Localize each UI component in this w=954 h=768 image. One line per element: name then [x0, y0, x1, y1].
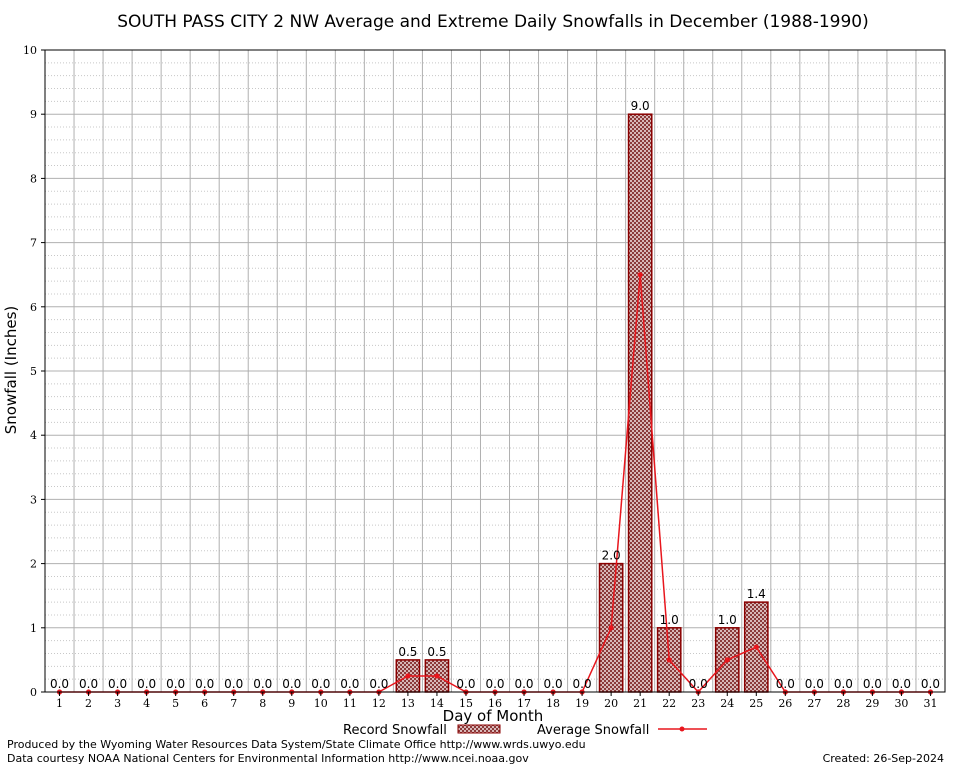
data-label-day-29: 0.0	[863, 677, 882, 691]
data-label-day-6: 0.0	[195, 677, 214, 691]
data-label-day-24: 1.0	[718, 613, 737, 627]
y-tick-label-4: 4	[30, 429, 37, 442]
bar-day-21	[627, 113, 653, 693]
data-label-day-22: 1.0	[660, 613, 679, 627]
average-point-day-22	[666, 657, 672, 663]
x-tick-label-9: 9	[288, 697, 295, 710]
x-tick-label-4: 4	[143, 697, 150, 710]
x-tick-label-16: 16	[488, 697, 502, 710]
x-tick-label-19: 19	[575, 697, 589, 710]
footer-credit-2: Data courtesy NOAA National Centers for …	[7, 752, 529, 765]
legend-average-label: Average Snowfall	[537, 723, 649, 738]
x-tick-label-13: 13	[401, 697, 415, 710]
chart-title: SOUTH PASS CITY 2 NW Average and Extreme…	[117, 12, 869, 32]
y-tick-label-2: 2	[30, 558, 37, 571]
average-point-day-13	[405, 673, 411, 679]
data-label-day-7: 0.0	[224, 677, 243, 691]
data-label-day-17: 0.0	[514, 677, 533, 691]
data-labels-group: 0.0 0.0 0.0 0.0 0.0 0.0 0.0 0.0 0.0 0.0 0.0 0.0 0.5 0…	[50, 99, 940, 691]
x-tick-label-2: 2	[85, 697, 92, 710]
data-label-day-5: 0.0	[166, 677, 185, 691]
data-label-day-1: 0.0	[50, 677, 69, 691]
y-axis-label: Snowfall (Inches)	[2, 306, 20, 434]
grid-lines	[44, 49, 946, 693]
average-point-day-25	[753, 644, 759, 650]
average-point-day-14	[434, 673, 440, 679]
x-tick-label-22: 22	[662, 697, 676, 710]
x-tick-label-29: 29	[865, 697, 879, 710]
data-label-day-28: 0.0	[834, 677, 853, 691]
average-point-day-20	[608, 625, 614, 631]
x-tick-label-31: 31	[923, 697, 937, 710]
x-tick-label-30: 30	[894, 697, 908, 710]
data-label-day-27: 0.0	[805, 677, 824, 691]
y-tick-label-1: 1	[30, 622, 37, 635]
legend-record-swatch	[457, 724, 501, 734]
data-label-day-21: 9.0	[631, 99, 650, 113]
data-label-day-10: 0.0	[311, 677, 330, 691]
x-tick-label-3: 3	[114, 697, 121, 710]
y-tick-label-10: 10	[23, 44, 37, 57]
y-tick-label-0: 0	[30, 686, 37, 699]
data-label-day-14: 0.5	[427, 645, 446, 659]
x-tick-label-20: 20	[604, 697, 618, 710]
footer-credit-1: Produced by the Wyoming Water Resources …	[7, 738, 586, 751]
x-tick-label-28: 28	[836, 697, 850, 710]
data-label-day-30: 0.0	[892, 677, 911, 691]
x-tick-label-21: 21	[633, 697, 647, 710]
data-label-day-26: 0.0	[776, 677, 795, 691]
x-tick-label-23: 23	[691, 697, 705, 710]
x-tick-label-1: 1	[56, 697, 63, 710]
x-tick-label-5: 5	[172, 697, 179, 710]
x-tick-label-25: 25	[749, 697, 763, 710]
bars-group	[395, 113, 769, 693]
data-label-day-2: 0.0	[79, 677, 98, 691]
average-line-group	[56, 272, 934, 695]
legend: Record Snowfall Average Snowfall	[343, 723, 707, 738]
y-tick-label-7: 7	[30, 237, 37, 250]
x-tick-label-8: 8	[259, 697, 266, 710]
y-tick-label-3: 3	[30, 493, 37, 506]
data-label-day-19: 0.0	[573, 677, 592, 691]
data-label-day-9: 0.0	[282, 677, 301, 691]
footer-created: Created: 26-Sep-2024	[822, 752, 944, 765]
legend-record-label: Record Snowfall	[343, 723, 447, 738]
y-tick-label-9: 9	[30, 108, 37, 121]
data-label-day-20: 2.0	[602, 549, 621, 563]
x-tick-label-11: 11	[343, 697, 357, 710]
x-tick-label-10: 10	[314, 697, 328, 710]
y-tick-label-6: 6	[30, 301, 37, 314]
x-tick-label-26: 26	[778, 697, 792, 710]
average-point-day-21	[637, 272, 643, 278]
data-label-day-8: 0.0	[253, 677, 272, 691]
data-label-day-31: 0.0	[921, 677, 940, 691]
x-tick-label-17: 17	[517, 697, 531, 710]
y-tick-label-8: 8	[30, 172, 37, 185]
data-label-day-18: 0.0	[544, 677, 563, 691]
data-label-day-3: 0.0	[108, 677, 127, 691]
x-tick-label-24: 24	[720, 697, 734, 710]
data-label-day-4: 0.0	[137, 677, 156, 691]
data-label-day-15: 0.0	[456, 677, 475, 691]
data-label-day-11: 0.0	[340, 677, 359, 691]
x-tick-label-14: 14	[430, 697, 444, 710]
x-axis-label: Day of Month	[443, 707, 544, 725]
x-tick-label-6: 6	[201, 697, 208, 710]
data-label-day-13: 0.5	[398, 645, 417, 659]
x-tick-label-7: 7	[230, 697, 237, 710]
x-tick-label-15: 15	[459, 697, 473, 710]
data-label-day-12: 0.0	[369, 677, 388, 691]
data-label-day-23: 0.0	[689, 677, 708, 691]
data-label-day-25: 1.4	[747, 587, 766, 601]
x-tick-label-27: 27	[807, 697, 821, 710]
legend-average-marker	[679, 726, 685, 732]
data-label-day-16: 0.0	[485, 677, 504, 691]
x-tick-label-18: 18	[546, 697, 560, 710]
average-point-day-24	[724, 657, 730, 663]
x-tick-label-12: 12	[372, 697, 386, 710]
y-tick-label-5: 5	[30, 365, 37, 378]
